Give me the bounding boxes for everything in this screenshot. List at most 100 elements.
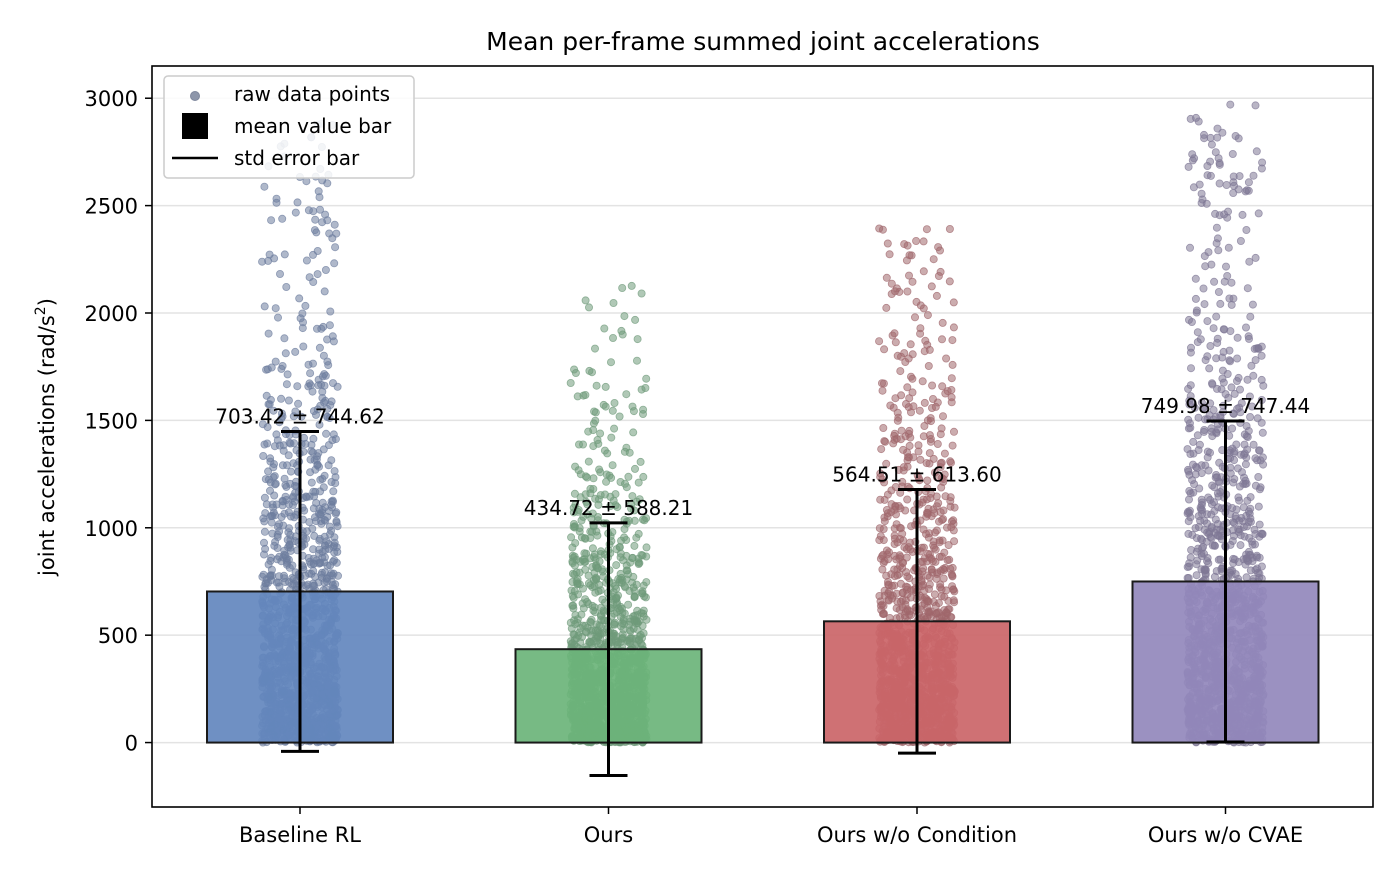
raw-point [638, 515, 647, 524]
raw-point [1197, 495, 1206, 504]
raw-point [311, 410, 320, 419]
raw-point [629, 428, 638, 437]
raw-point [1258, 529, 1267, 538]
raw-point [939, 412, 948, 421]
raw-point [887, 486, 896, 495]
raw-point [1202, 537, 1211, 546]
raw-point [905, 441, 914, 450]
raw-point [570, 523, 579, 532]
raw-point [939, 574, 948, 583]
raw-point [576, 493, 585, 502]
raw-point [892, 284, 901, 293]
raw-point [284, 528, 293, 537]
raw-point [1193, 556, 1202, 565]
raw-point [284, 451, 293, 460]
raw-point [332, 517, 341, 526]
raw-point [637, 289, 646, 298]
raw-point [318, 553, 327, 562]
raw-point [282, 282, 291, 291]
raw-point [293, 198, 302, 207]
raw-point [267, 216, 276, 225]
raw-point [588, 368, 597, 377]
raw-point [943, 556, 952, 565]
raw-point [926, 434, 935, 443]
raw-point [609, 298, 618, 307]
raw-point [639, 581, 648, 590]
raw-point [932, 609, 941, 618]
raw-point [608, 406, 617, 415]
raw-point [1247, 361, 1256, 370]
raw-point [267, 553, 276, 562]
raw-point [919, 237, 928, 246]
raw-point [1187, 317, 1196, 326]
raw-point [890, 329, 899, 338]
raw-point [630, 541, 639, 550]
raw-point [937, 552, 946, 561]
raw-point [897, 426, 906, 435]
raw-point [591, 573, 600, 582]
raw-point [1242, 479, 1251, 488]
raw-point [935, 538, 944, 547]
raw-point [906, 433, 915, 442]
raw-point [323, 216, 332, 225]
raw-point [317, 324, 326, 333]
raw-point [948, 336, 957, 345]
raw-point [893, 351, 902, 360]
raw-point [625, 586, 634, 595]
raw-point [599, 606, 608, 615]
raw-point [885, 250, 894, 259]
raw-point [321, 265, 330, 274]
raw-point [330, 467, 339, 476]
raw-point [595, 465, 604, 474]
raw-point [332, 229, 341, 238]
raw-point [878, 609, 887, 618]
raw-point [323, 561, 332, 570]
raw-point [297, 412, 306, 421]
raw-point [639, 472, 648, 481]
raw-point [588, 544, 597, 553]
raw-point [618, 283, 627, 292]
raw-point [642, 374, 651, 383]
raw-point [898, 588, 907, 597]
raw-point [896, 524, 905, 533]
raw-point [919, 267, 928, 276]
raw-point [315, 545, 324, 554]
raw-point [599, 572, 608, 581]
raw-point [939, 475, 948, 484]
raw-point [280, 509, 289, 518]
raw-point [309, 560, 318, 569]
raw-point [616, 569, 625, 578]
raw-point [1184, 465, 1193, 474]
raw-point [1231, 131, 1240, 140]
raw-point [1215, 160, 1224, 169]
raw-point [262, 391, 271, 400]
raw-point [579, 512, 588, 521]
raw-point [312, 228, 321, 237]
raw-point [1236, 541, 1245, 550]
raw-point [1192, 571, 1201, 580]
raw-point [571, 500, 580, 509]
raw-point [280, 334, 289, 343]
raw-point [1189, 460, 1198, 469]
raw-point [881, 437, 890, 446]
raw-point [914, 441, 923, 450]
raw-point [269, 406, 278, 415]
raw-point [1191, 294, 1200, 303]
raw-point [895, 554, 904, 563]
raw-point [575, 440, 584, 449]
raw-point [1219, 325, 1228, 334]
raw-point [609, 600, 618, 609]
raw-point [315, 534, 324, 543]
raw-point [1251, 101, 1260, 110]
raw-point [594, 564, 603, 573]
raw-point [264, 329, 273, 338]
raw-point [929, 394, 938, 403]
raw-point [590, 407, 599, 416]
raw-point [323, 512, 332, 521]
raw-point [330, 259, 339, 268]
raw-point [330, 538, 339, 547]
raw-point [286, 467, 295, 476]
raw-point [307, 569, 316, 578]
raw-point [568, 601, 577, 610]
raw-point [581, 534, 590, 543]
